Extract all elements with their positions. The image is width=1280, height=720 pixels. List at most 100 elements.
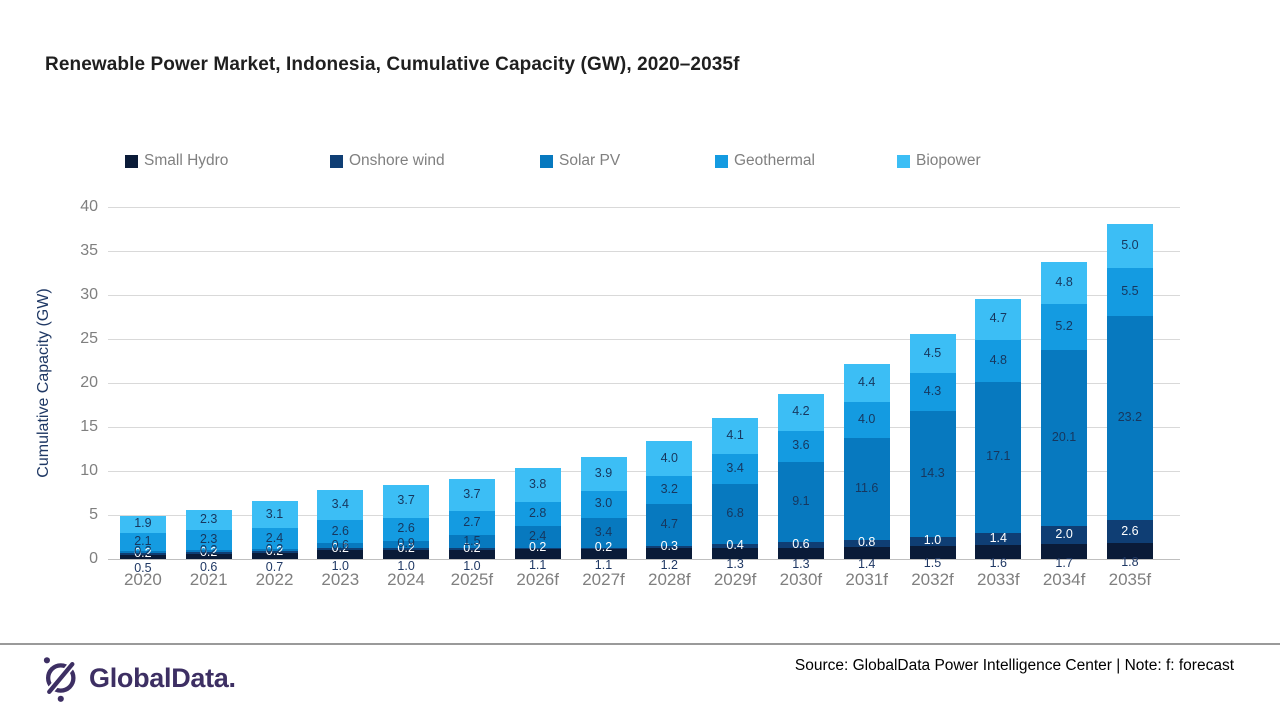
bar-segment [383, 548, 430, 551]
bar-value-label: 3.9 [594, 466, 613, 481]
x-tick-label: 2030f [779, 570, 823, 589]
bar-segment [119, 552, 166, 555]
bar-segment [843, 363, 890, 403]
x-tick-label: 2025f [450, 570, 494, 589]
legend-swatch-icon [897, 154, 910, 168]
bar-value-label: 2.4 [528, 529, 547, 543]
bar-value-label: 0.2 [397, 541, 415, 556]
bar-segment [843, 437, 890, 540]
bar-segment [712, 454, 759, 485]
bar-value-label: 5.5 [1121, 283, 1139, 298]
bar-segment [1041, 261, 1088, 304]
bar-value-label: 3.4 [331, 497, 349, 512]
bar-value-label: 2.6 [1121, 523, 1139, 538]
bar-value-label: 0.2 [331, 541, 349, 556]
y-tick-label: 5 [89, 506, 98, 523]
bar-segment [646, 504, 693, 546]
bar-value-label: 4.7 [989, 311, 1007, 326]
x-tick-label: 2027f [582, 570, 625, 589]
page-title: Renewable Power Market, Indonesia, Cumul… [45, 54, 740, 75]
bar-segment [251, 500, 298, 529]
bar-value-label: 1.4 [989, 530, 1007, 545]
bar-segment [580, 547, 627, 550]
legend-item-small-hydro: Small Hydro [125, 151, 228, 171]
bar-segment [843, 402, 890, 438]
bar-value-label: 1.4 [857, 556, 876, 571]
bar-value-label: 2.1 [134, 533, 152, 548]
bar-value-label: 1.1 [528, 558, 547, 573]
globaldata-wordmark: GlobalData. [89, 662, 236, 693]
bar-value-label: 2.4 [265, 530, 284, 545]
bar-segment [909, 545, 956, 559]
bar-segment [317, 520, 364, 544]
bar-value-label: 1.2 [660, 557, 678, 572]
gridline [108, 295, 1180, 296]
gridline [108, 383, 1180, 384]
bar-segment [514, 501, 561, 527]
bar-value-label: 4.0 [857, 411, 876, 426]
bar-value-label: 0.2 [594, 540, 613, 555]
bar-segment [1041, 303, 1088, 350]
legend-item-onshore-wind: Onshore wind [330, 151, 445, 171]
legend-label: Onshore wind [349, 152, 445, 169]
bar-segment [975, 532, 1022, 545]
bar-segment [251, 528, 298, 550]
bar-value-label: 0.6 [792, 536, 810, 551]
bar-value-label: 0.6 [199, 560, 218, 575]
bar-value-label: 1.0 [331, 558, 349, 573]
bar-segment [119, 515, 166, 533]
bar-segment [383, 485, 430, 518]
bar-value-label: 3.8 [528, 477, 547, 492]
bar-segment [646, 548, 693, 559]
bar-value-label: 6.8 [726, 506, 744, 521]
bar-value-label: 3.6 [792, 438, 810, 453]
bar-value-label: 9.1 [792, 494, 810, 509]
bar-value-label: 4.0 [660, 450, 678, 465]
bar-value-label: 11.6 [854, 480, 879, 495]
bar-value-label: 0.2 [265, 542, 284, 557]
bar-segment [580, 456, 627, 492]
bar-value-label: 2.8 [528, 506, 547, 521]
legend-label: Small Hydro [144, 152, 229, 169]
legend-label: Solar PV [559, 152, 621, 169]
x-tick-label: 2028f [648, 570, 691, 589]
gridline [108, 515, 1180, 516]
x-tick-label: 2032f [911, 570, 954, 589]
bar-value-label: 3.4 [726, 461, 744, 476]
bar-value-label: 2.0 [1055, 527, 1073, 542]
bar-value-label: 0.2 [199, 543, 218, 558]
bar-value-label: 4.8 [1055, 274, 1073, 289]
bar-segment [448, 478, 495, 512]
bar-value-label: 2.7 [463, 515, 481, 530]
legend-swatch-icon [125, 154, 138, 168]
bar-segment [448, 511, 495, 536]
bar-value-label: 4.2 [792, 404, 810, 419]
bar-value-label: 1.0 [397, 558, 415, 573]
bar-value-label: 4.4 [857, 375, 876, 389]
bar-segment [975, 544, 1022, 559]
bar-value-label: 14.3 [920, 466, 945, 481]
bar-value-label: 0.2 [134, 545, 152, 560]
legend-swatch-icon [715, 154, 728, 168]
bar-segment [580, 491, 627, 518]
bar-value-label: 0.8 [857, 535, 876, 550]
bar-segment [448, 548, 495, 551]
bar-segment [712, 544, 759, 548]
legend-item-solar-pv: Solar PV [540, 151, 620, 171]
y-tick-label: 25 [80, 330, 98, 347]
globaldata-logo: GlobalData. [40, 654, 236, 702]
bar-segment [909, 373, 956, 412]
bar-value-label: 1.1 [594, 558, 613, 573]
bar-segment [317, 543, 364, 549]
x-tick-label: 2029f [713, 570, 757, 589]
bar-value-label: 1.6 [989, 555, 1007, 570]
bar-value-label: 0.3 [660, 539, 678, 554]
bar-segment [185, 509, 232, 530]
bar-segment [119, 532, 166, 552]
legend-item-biopower: Biopower [897, 151, 981, 171]
bar-value-label: 1.5 [923, 556, 942, 571]
bar-segment [185, 550, 232, 552]
bar-value-label: 2.6 [331, 523, 349, 538]
bar-segment [448, 535, 495, 549]
